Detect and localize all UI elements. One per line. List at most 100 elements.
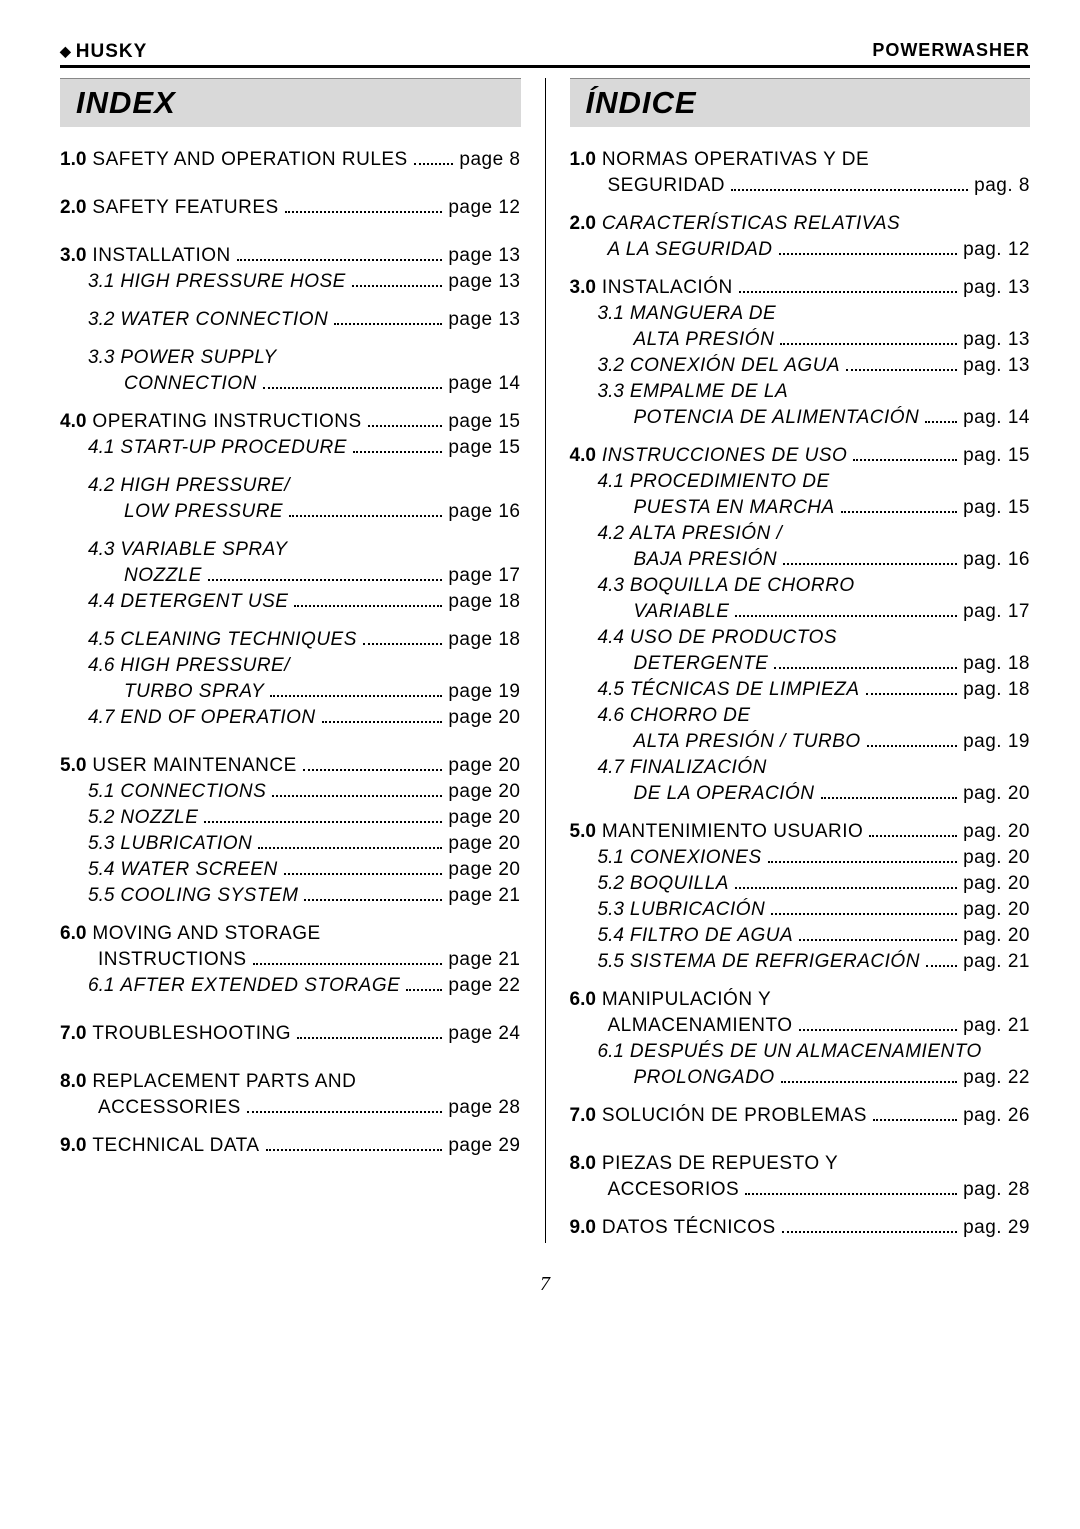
entry-label: OPERATING INSTRUCTIONS xyxy=(92,411,361,433)
index-subentry: 4.4USO DE PRODUCTOS xyxy=(570,627,1031,649)
entry-label: CONEXIÓN DEL AGUA xyxy=(630,355,840,377)
index-entry: 9.0DATOS TÉCNICOS pag. 29 xyxy=(570,1217,1031,1239)
entry-label: LUBRICACIÓN xyxy=(630,899,765,921)
index-subentry: 5.2NOZZLE page 20 xyxy=(60,807,521,829)
entry-number: 4.0 xyxy=(60,411,86,433)
entry-page: page 17 xyxy=(448,565,520,587)
column-spanish: ÍNDICE 1.0NORMAS OPERATIVAS Y DESEGURIDA… xyxy=(546,78,1031,1243)
entry-label: CONNECTIONS xyxy=(120,781,266,803)
index-entry: INSTRUCTIONS page 21 xyxy=(60,949,521,971)
leader-dots xyxy=(799,939,957,941)
leader-dots xyxy=(846,369,957,371)
entry-number: 5.2 xyxy=(88,807,114,829)
leader-dots xyxy=(781,1081,957,1083)
index-entry: 7.0TROUBLESHOOTING page 24 xyxy=(60,1023,521,1045)
leader-dots xyxy=(258,847,442,849)
leader-dots xyxy=(322,721,443,723)
entry-label: NOZZLE xyxy=(124,565,202,587)
index-subentry: VARIABLE pag. 17 xyxy=(570,601,1031,623)
index-subentry: 5.1CONEXIONES pag. 20 xyxy=(570,847,1031,869)
entry-label: FILTRO DE AGUA xyxy=(630,925,793,947)
entry-number: 3.3 xyxy=(598,381,624,403)
entry-label: ACCESORIOS xyxy=(608,1179,740,1201)
entry-number: 8.0 xyxy=(570,1153,596,1175)
entry-page: page 28 xyxy=(448,1097,520,1119)
index-subentry: 3.3EMPALME DE LA xyxy=(570,381,1031,403)
entry-number: 4.4 xyxy=(88,591,114,613)
entry-label: TURBO SPRAY xyxy=(124,681,264,703)
entry-page: pag. 20 xyxy=(963,925,1030,947)
entry-page: page 20 xyxy=(448,755,520,777)
entry-label: INSTRUCCIONES DE USO xyxy=(602,445,847,467)
entry-page: page 29 xyxy=(448,1135,520,1157)
entry-label: ALTA PRESIÓN / TURBO xyxy=(634,731,861,753)
leader-dots xyxy=(869,835,957,837)
entry-label: ALTA PRESIÓN xyxy=(634,329,775,351)
index-entries-es: 1.0NORMAS OPERATIVAS Y DESEGURIDAD pag. … xyxy=(570,149,1031,1239)
entry-page: page 22 xyxy=(448,975,520,997)
index-subentry: PUESTA EN MARCHA pag. 15 xyxy=(570,497,1031,519)
entry-label: DATOS TÉCNICOS xyxy=(602,1217,776,1239)
leader-dots xyxy=(304,899,442,901)
index-entries-en: 1.0SAFETY AND OPERATION RULES page 82.0S… xyxy=(60,149,521,1157)
entry-number: 5.2 xyxy=(598,873,624,895)
entry-number: 6.1 xyxy=(88,975,114,997)
entry-label: DE LA OPERACIÓN xyxy=(634,783,815,805)
index-entry: 7.0SOLUCIÓN DE PROBLEMAS pag. 26 xyxy=(570,1105,1031,1127)
entry-number: 1.0 xyxy=(570,149,596,171)
leader-dots xyxy=(774,667,957,669)
leader-dots xyxy=(368,425,443,427)
entry-number: 4.6 xyxy=(88,655,114,677)
entry-number: 5.0 xyxy=(60,755,86,777)
entry-page: page 19 xyxy=(448,681,520,703)
entry-label: END OF OPERATION xyxy=(120,707,315,729)
entry-label: AFTER EXTENDED STORAGE xyxy=(120,975,400,997)
index-subentry: 4.5TÉCNICAS DE LIMPIEZA pag. 18 xyxy=(570,679,1031,701)
entry-number: 7.0 xyxy=(570,1105,596,1127)
entry-page: page 20 xyxy=(448,781,520,803)
entry-label: MANIPULACIÓN Y xyxy=(602,989,771,1011)
entry-page: pag. 21 xyxy=(963,951,1030,973)
entry-label: USER MAINTENANCE xyxy=(92,755,296,777)
index-subentry: 4.5CLEANING TECHNIQUES page 18 xyxy=(60,629,521,651)
index-subentry: 5.5COOLING SYSTEM page 21 xyxy=(60,885,521,907)
entry-page: pag. 18 xyxy=(963,679,1030,701)
entry-label: CONEXIONES xyxy=(630,847,762,869)
leader-dots xyxy=(867,745,957,747)
entry-label: MOVING AND STORAGE xyxy=(92,923,320,945)
entry-page: pag. 17 xyxy=(963,601,1030,623)
leader-dots xyxy=(780,343,957,345)
entry-label: SAFETY AND OPERATION RULES xyxy=(92,149,407,171)
entry-page: page 13 xyxy=(448,245,520,267)
leader-dots xyxy=(284,873,443,875)
page-number: 7 xyxy=(60,1273,1030,1296)
entry-number: 2.0 xyxy=(570,213,596,235)
index-subentry: DETERGENTE pag. 18 xyxy=(570,653,1031,675)
entry-number: 5.3 xyxy=(598,899,624,921)
index-subentry: BAJA PRESIÓN pag. 16 xyxy=(570,549,1031,571)
entry-label: INSTALACIÓN xyxy=(602,277,733,299)
index-entry: A LA SEGURIDAD pag. 12 xyxy=(570,239,1031,261)
page: ◆ HUSKY POWERWASHER INDEX 1.0SAFETY AND … xyxy=(0,0,1080,1326)
index-subentry: 5.4FILTRO DE AGUA pag. 20 xyxy=(570,925,1031,947)
entry-number: 5.4 xyxy=(88,859,114,881)
leader-dots xyxy=(289,515,442,517)
entry-label: PIEZAS DE REPUESTO Y xyxy=(602,1153,838,1175)
entry-number: 4.0 xyxy=(570,445,596,467)
entry-label: TECHNICAL DATA xyxy=(92,1135,259,1157)
entry-page: page 15 xyxy=(448,437,520,459)
entry-label: SEGURIDAD xyxy=(608,175,725,197)
entry-number: 4.1 xyxy=(88,437,114,459)
leader-dots xyxy=(363,643,442,645)
entry-label: LOW PRESSURE xyxy=(124,501,283,523)
entry-number: 4.5 xyxy=(598,679,624,701)
index-subentry: 6.1 AFTER EXTENDED STORAGE page 22 xyxy=(60,975,521,997)
leader-dots xyxy=(799,1029,958,1031)
index-entry: 6.0MANIPULACIÓN Y xyxy=(570,989,1031,1011)
index-entry: 8.0REPLACEMENT PARTS AND xyxy=(60,1071,521,1093)
entry-page: pag. 21 xyxy=(963,1015,1030,1037)
entry-label: PUESTA EN MARCHA xyxy=(634,497,835,519)
index-entry: ACCESSORIES page 28 xyxy=(60,1097,521,1119)
entry-number: 4.4 xyxy=(598,627,624,649)
entry-page: pag. 13 xyxy=(963,277,1030,299)
